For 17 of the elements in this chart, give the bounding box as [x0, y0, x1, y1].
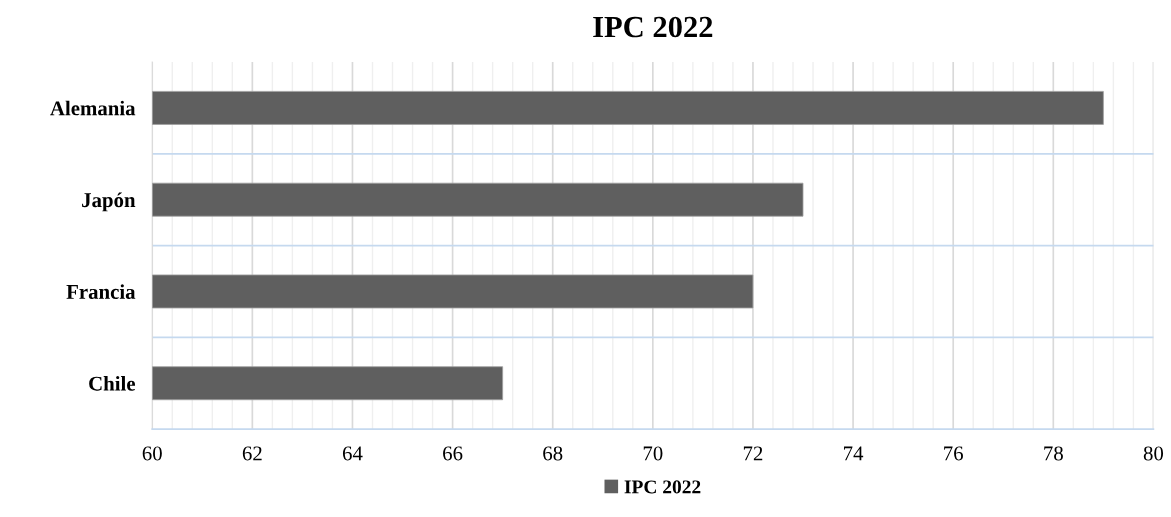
x-tick-label: 62: [242, 446, 262, 461]
y-tick-label: Alemania: [50, 100, 136, 116]
y-tick-label: Francia: [66, 284, 136, 299]
legend-label: IPC 2022: [624, 480, 701, 494]
chart-title: IPC 2022: [593, 16, 713, 38]
x-tick-label: 68: [543, 446, 563, 461]
x-tick-label: 66: [443, 446, 463, 461]
x-tick-label: 64: [342, 446, 363, 461]
x-tick-label: 60: [142, 446, 162, 461]
x-tick-label: 80: [1143, 446, 1164, 461]
x-tick-label: 70: [643, 446, 663, 461]
y-tick-label: Japón: [82, 192, 136, 212]
x-tick-label: 72: [743, 446, 763, 461]
x-tick-label: 74: [844, 446, 864, 461]
x-tick-label: 78: [1044, 446, 1063, 461]
y-tick-label: Chile: [89, 376, 136, 391]
x-tick-label: 76: [944, 446, 963, 461]
